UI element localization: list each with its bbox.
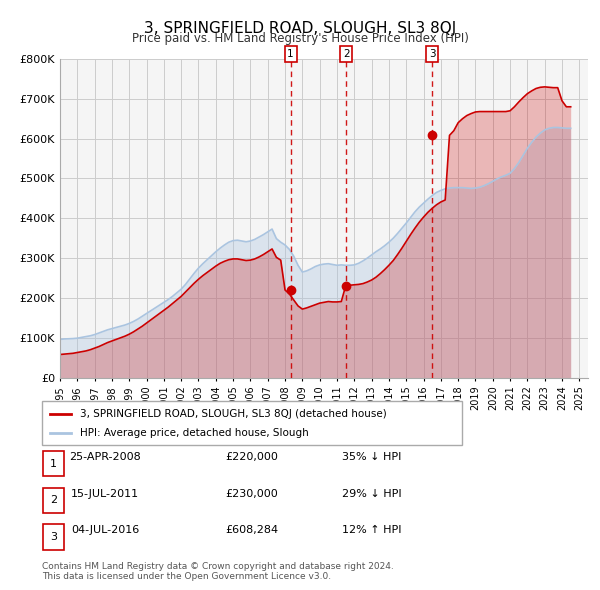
Text: 25-APR-2008: 25-APR-2008 (69, 453, 141, 462)
Text: 35% ↓ HPI: 35% ↓ HPI (343, 453, 401, 462)
Text: 3: 3 (50, 532, 57, 542)
FancyBboxPatch shape (43, 451, 64, 477)
Text: £230,000: £230,000 (226, 489, 278, 499)
FancyBboxPatch shape (43, 487, 64, 513)
Text: 1: 1 (287, 49, 294, 59)
Text: 3: 3 (429, 49, 436, 59)
Text: 29% ↓ HPI: 29% ↓ HPI (342, 489, 402, 499)
Text: £608,284: £608,284 (226, 526, 278, 535)
Text: 2: 2 (50, 496, 57, 505)
Text: £220,000: £220,000 (226, 453, 278, 462)
Text: 12% ↑ HPI: 12% ↑ HPI (342, 526, 402, 535)
Text: 04-JUL-2016: 04-JUL-2016 (71, 526, 139, 535)
Text: HPI: Average price, detached house, Slough: HPI: Average price, detached house, Slou… (80, 428, 308, 438)
FancyBboxPatch shape (42, 401, 462, 445)
Text: 15-JUL-2011: 15-JUL-2011 (71, 489, 139, 499)
Text: 3, SPRINGFIELD ROAD, SLOUGH, SL3 8QJ (detached house): 3, SPRINGFIELD ROAD, SLOUGH, SL3 8QJ (de… (80, 409, 386, 418)
Text: 2: 2 (343, 49, 350, 59)
FancyBboxPatch shape (43, 524, 64, 550)
Text: 1: 1 (50, 459, 57, 468)
Text: Price paid vs. HM Land Registry's House Price Index (HPI): Price paid vs. HM Land Registry's House … (131, 32, 469, 45)
Text: Contains HM Land Registry data © Crown copyright and database right 2024.
This d: Contains HM Land Registry data © Crown c… (42, 562, 394, 581)
Text: 3, SPRINGFIELD ROAD, SLOUGH, SL3 8QJ: 3, SPRINGFIELD ROAD, SLOUGH, SL3 8QJ (144, 21, 456, 35)
